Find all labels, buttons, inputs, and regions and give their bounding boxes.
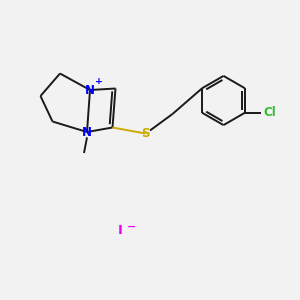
Text: Cl: Cl — [263, 106, 276, 119]
Text: I: I — [118, 224, 122, 238]
Text: N: N — [82, 125, 92, 139]
Text: +: + — [95, 77, 103, 86]
Text: S: S — [141, 127, 150, 140]
Text: N: N — [85, 83, 95, 97]
Text: −: − — [127, 221, 136, 232]
